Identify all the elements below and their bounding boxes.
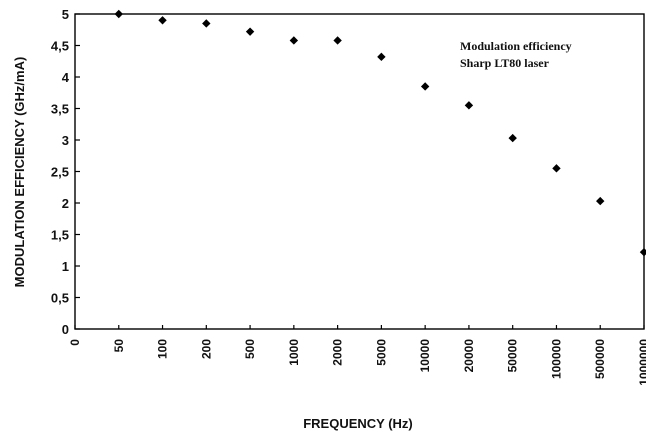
y-tick-label: 3,5 bbox=[51, 102, 69, 117]
x-tick-label: 0 bbox=[68, 339, 82, 346]
x-tick-label: 50 bbox=[112, 339, 126, 353]
annotation-line-1: Modulation efficiency bbox=[460, 39, 572, 53]
data-point bbox=[289, 36, 299, 45]
data-point bbox=[377, 52, 386, 62]
x-tick-label: 10000 bbox=[418, 339, 432, 373]
y-tick-label: 2 bbox=[62, 196, 69, 211]
plot-frame bbox=[74, 13, 645, 330]
y-tick-label: 2,5 bbox=[51, 165, 69, 180]
data-point bbox=[639, 247, 646, 257]
x-axis-ticks: 0 50 100 200 500 1000 2000 5000 10000 20000 50000 1… bbox=[68, 325, 646, 386]
x-tick-label: 1000000 bbox=[637, 339, 646, 386]
data-point bbox=[552, 164, 561, 173]
y-axis-ticks: 0 0,5 1 1,5 2 2,5 3 3,5 4 4,5 5 bbox=[51, 7, 80, 337]
x-tick-label: 200 bbox=[199, 339, 213, 359]
data-point bbox=[114, 9, 123, 19]
data-points bbox=[114, 9, 646, 257]
data-point bbox=[508, 133, 517, 143]
x-tick-label: 100000 bbox=[549, 339, 563, 379]
annotation-line-2: Sharp LT80 laser bbox=[460, 56, 550, 70]
y-axis-title: MODULATION EFFICIENCY (GHz/mA) bbox=[12, 57, 27, 288]
data-point bbox=[202, 19, 211, 28]
x-axis-title: FREQUENCY (Hz) bbox=[303, 416, 413, 431]
y-tick-label: 1,5 bbox=[51, 228, 69, 243]
y-tick-label: 1 bbox=[62, 259, 69, 274]
data-point bbox=[596, 196, 605, 206]
data-point bbox=[333, 36, 342, 45]
y-tick-label: 0,5 bbox=[51, 291, 69, 306]
plot-border bbox=[74, 13, 645, 330]
data-point bbox=[158, 16, 167, 25]
y-tick-label: 4,5 bbox=[51, 39, 69, 54]
x-tick-label: 500000 bbox=[593, 339, 607, 379]
x-tick-label: 50000 bbox=[506, 339, 520, 373]
x-tick-label: 20000 bbox=[462, 339, 476, 373]
x-tick-label: 5000 bbox=[374, 339, 388, 366]
y-tick-label: 0 bbox=[62, 322, 69, 337]
data-point bbox=[464, 101, 474, 110]
x-tick-label: 1000 bbox=[287, 339, 301, 366]
x-tick-label: 500 bbox=[243, 339, 257, 359]
y-tick-label: 5 bbox=[62, 7, 69, 22]
data-point bbox=[420, 82, 430, 91]
data-point bbox=[245, 27, 255, 36]
y-tick-label: 3 bbox=[62, 133, 69, 148]
x-tick-label: 2000 bbox=[331, 339, 345, 366]
y-tick-label: 4 bbox=[62, 70, 70, 85]
x-tick-label: 100 bbox=[156, 339, 170, 359]
